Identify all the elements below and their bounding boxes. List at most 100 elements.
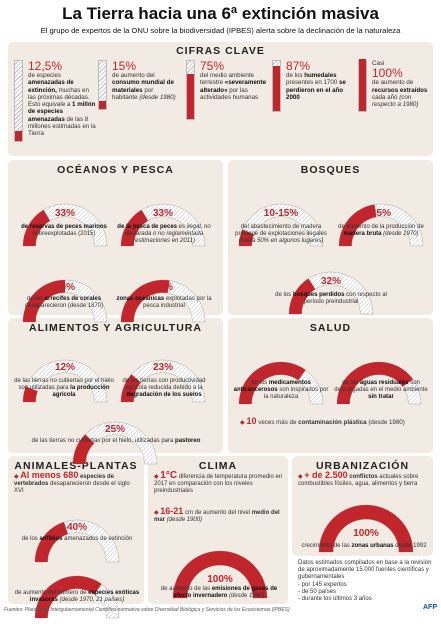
arc-fill: [239, 229, 255, 246]
bosques-caption-2: de aumento de la producción de madera br…: [338, 224, 424, 237]
arc-salud-1: [238, 361, 324, 405]
arc-fill: [23, 280, 65, 322]
oceanos-value-3: 50%: [54, 282, 75, 293]
cifra-bar-fill-2: [99, 101, 106, 109]
cifra-bar-3: [186, 60, 195, 120]
cifra-text-1: 12,5% de especies amenazadas de extinció…: [28, 59, 96, 138]
bosques-value-3: 32%: [320, 276, 341, 287]
urbanizacion-caption: crecimiento de las zonas urbanas desde 1…: [301, 543, 427, 549]
oceanos-caption-3: de los arrecifes de corales desaparecier…: [24, 296, 104, 309]
alimentos-value-1: 12%: [54, 362, 75, 373]
oceanos-caption-1: de reservas de peces marinos sobreexplot…: [21, 224, 107, 237]
arc-fill: [73, 434, 95, 464]
oceanos-caption-2: de la pesca de peces es ilegal, no decla…: [117, 224, 211, 244]
salud-caption-2: de las aguas residuales son descargadas …: [334, 380, 428, 400]
oceanos-caption-4: zonas oceánicas explotadas por la pesca …: [116, 296, 212, 309]
bosques-caption-3: de los bosques perdidos con respecto al …: [275, 292, 387, 305]
cifra-text-4: 87% de los humedales presentes en 1700 s…: [286, 60, 354, 101]
cifra-text-2: 15% de aumento del consumo mundial de ma…: [112, 60, 180, 101]
arc-fill: [339, 204, 377, 246]
oceanos-value-2: 33%: [152, 208, 173, 219]
salud-plastic-note: ◆ 10 veces más de contaminación plástica…: [240, 416, 405, 427]
bullet-diamond-icon: ◆: [298, 474, 303, 480]
bullet-diamond-icon: ◆: [154, 474, 159, 480]
arc-animales-1: [34, 519, 120, 563]
arc-alimentos-1: [22, 359, 108, 403]
bosques-value-2: 45%: [370, 208, 391, 219]
oceanos-title: OCÉANOS Y PESCA: [57, 164, 174, 176]
animales-value-2: 70%: [66, 578, 87, 589]
oceanos-value-1: 33%: [54, 208, 75, 219]
datos-note: Datos estimados compilados en base a la …: [298, 560, 432, 603]
oceanos-value-4: 55%: [152, 282, 173, 293]
cifra-bar-fill-5: [359, 59, 366, 111]
cifra-value-3: 75%: [200, 59, 225, 73]
sources-footer: Fuentes: Plataforma Intergubernamental C…: [4, 607, 290, 613]
cifra-bar-fill-1: [15, 131, 22, 141]
arc-alimentos-3: [72, 421, 158, 465]
arc-track: [72, 421, 158, 465]
alimentos-caption-2: de las tierras con productividad agrícol…: [122, 378, 206, 398]
urbanizacion-intro: ◆ + de 2.500 conflictos actuales sobre c…: [298, 470, 419, 488]
arc-bosques-1: [238, 203, 324, 247]
salud-caption-1: de los medicamentos anticancerosos son i…: [233, 380, 329, 400]
clima-panel: CLIMA: [148, 456, 288, 604]
arc-salud-2: [336, 361, 422, 405]
page-title: La Tierra hacia una 6ª extinción masiva: [62, 4, 379, 23]
urbanizacion-value: 100%: [353, 528, 379, 539]
clima-item-2: ◆ 16-21 cm de aumento del nivel medio de…: [154, 506, 280, 524]
arc-fill: [239, 362, 306, 404]
arc-fill: [23, 386, 38, 402]
animales-value-1: 40%: [66, 522, 87, 533]
page-subtitle: El grupo de expertos de la ONU sobre la …: [40, 26, 401, 35]
arc-fill: [319, 505, 413, 552]
cifra-bar-2: [98, 60, 107, 110]
animales-caption-2: de aumento del número de especies exótic…: [14, 590, 140, 603]
bosques-panel: BOSQUES: [228, 160, 433, 315]
arc-fill: [121, 280, 170, 322]
cifra-value-1: 12,5%: [28, 59, 63, 73]
arc-track: [22, 359, 108, 403]
alimentos-caption-1: de las tierras no cubiertas por el hielo…: [14, 378, 114, 398]
arc-fill: [173, 551, 267, 598]
cifra-value-4: 87%: [286, 59, 311, 73]
cifra-bar-1: [14, 60, 23, 142]
cifra-bar-5: [358, 59, 367, 112]
cifra-bar-fill-4: [273, 66, 280, 111]
salud-panel: SALUD: [228, 318, 433, 453]
salud-value-2: 80%: [368, 364, 389, 375]
arc-fill: [121, 374, 141, 402]
arc-alimentos-2: [120, 359, 206, 403]
arc-animales-2: [34, 575, 120, 619]
bullet-diamond-icon: ◆: [14, 474, 19, 480]
cifra-value-2: 15%: [112, 59, 137, 73]
bosques-caption-1: del abastecimiento de madera proviene de…: [235, 224, 327, 244]
arc-clima: [172, 550, 268, 599]
afp-logo: AFP: [423, 604, 437, 611]
arc-track: [120, 359, 206, 403]
arc-bosques-3: [288, 271, 374, 315]
arc-fill: [289, 278, 316, 314]
arc-fill: [23, 209, 51, 246]
clima-value: 100%: [207, 574, 233, 585]
arc-track: [238, 203, 324, 247]
arc-oceanos-1: [22, 203, 108, 247]
alimentos-value-3: 25%: [104, 424, 125, 435]
cifra-text-3: 75% del medio ambiente terrestre «severa…: [200, 60, 270, 101]
alimentos-title: ALIMENTOS Y AGRICULTURA: [29, 322, 202, 334]
arc-fill: [35, 576, 102, 618]
cifra-bar-4: [272, 60, 281, 112]
arc-fill: [121, 209, 149, 246]
clima-title: CLIMA: [198, 460, 238, 472]
cifra-text-5: Casi 100% de aumento de recursos extraíd…: [372, 60, 430, 108]
arc-oceanos-2: [120, 203, 206, 247]
clima-caption: de aumento de las emisiones de gases de …: [160, 586, 278, 599]
arc-oceanos-4: [120, 279, 206, 323]
arc-fill: [337, 362, 413, 404]
salud-title: SALUD: [309, 322, 352, 334]
animales-title: ANIMALES-PLANTAS: [14, 460, 138, 472]
arc-bosques-2: [338, 203, 424, 247]
cifra-value-5: 100%: [372, 66, 403, 81]
arc-oceanos-3: [22, 279, 108, 323]
bosques-value-1: 10-15%: [263, 208, 299, 219]
